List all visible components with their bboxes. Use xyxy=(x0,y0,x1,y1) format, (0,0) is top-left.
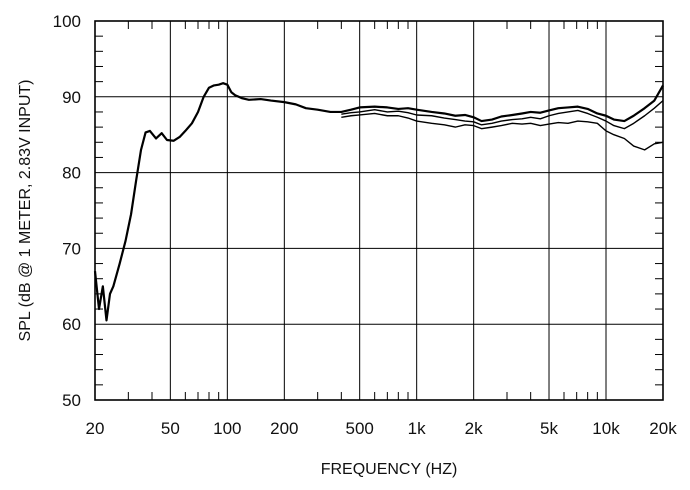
response-curve-3 xyxy=(341,112,664,151)
plot-frame xyxy=(94,20,664,401)
response-curve-2 xyxy=(341,100,664,130)
x-tick-label-500: 500 xyxy=(345,419,373,438)
x-tick-label-20: 20 xyxy=(86,419,105,438)
response-curve-1 xyxy=(93,82,664,322)
x-tick-labels: 20 50 100 200 500 1k 2k 5k 10k 20k xyxy=(86,419,678,438)
major-gridlines xyxy=(94,20,664,401)
minor-gridlines xyxy=(95,21,663,400)
x-tick-label-200: 200 xyxy=(270,419,298,438)
series-layer xyxy=(93,82,664,322)
y-tick-label-50: 50 xyxy=(62,391,81,410)
x-tick-label-20k: 20k xyxy=(649,419,677,438)
x-tick-label-1k: 1k xyxy=(408,419,426,438)
y-tick-labels: 50 60 70 80 90 100 xyxy=(53,12,81,410)
y-axis-title: SPL (dB @ 1 METER, 2.83V INPUT) xyxy=(17,80,34,342)
y-tick-label-90: 90 xyxy=(62,88,81,107)
x-tick-label-5k: 5k xyxy=(540,419,558,438)
x-axis-title: FREQUENCY (HZ) xyxy=(321,461,458,478)
x-tick-label-50: 50 xyxy=(161,419,180,438)
y-tick-label-70: 70 xyxy=(62,239,81,258)
y-tick-label-60: 60 xyxy=(62,315,81,334)
x-tick-label-10k: 10k xyxy=(592,419,620,438)
y-tick-label-80: 80 xyxy=(62,164,81,183)
y-tick-label-100: 100 xyxy=(53,12,81,31)
x-tick-label-100: 100 xyxy=(213,419,241,438)
x-tick-label-2k: 2k xyxy=(465,419,483,438)
